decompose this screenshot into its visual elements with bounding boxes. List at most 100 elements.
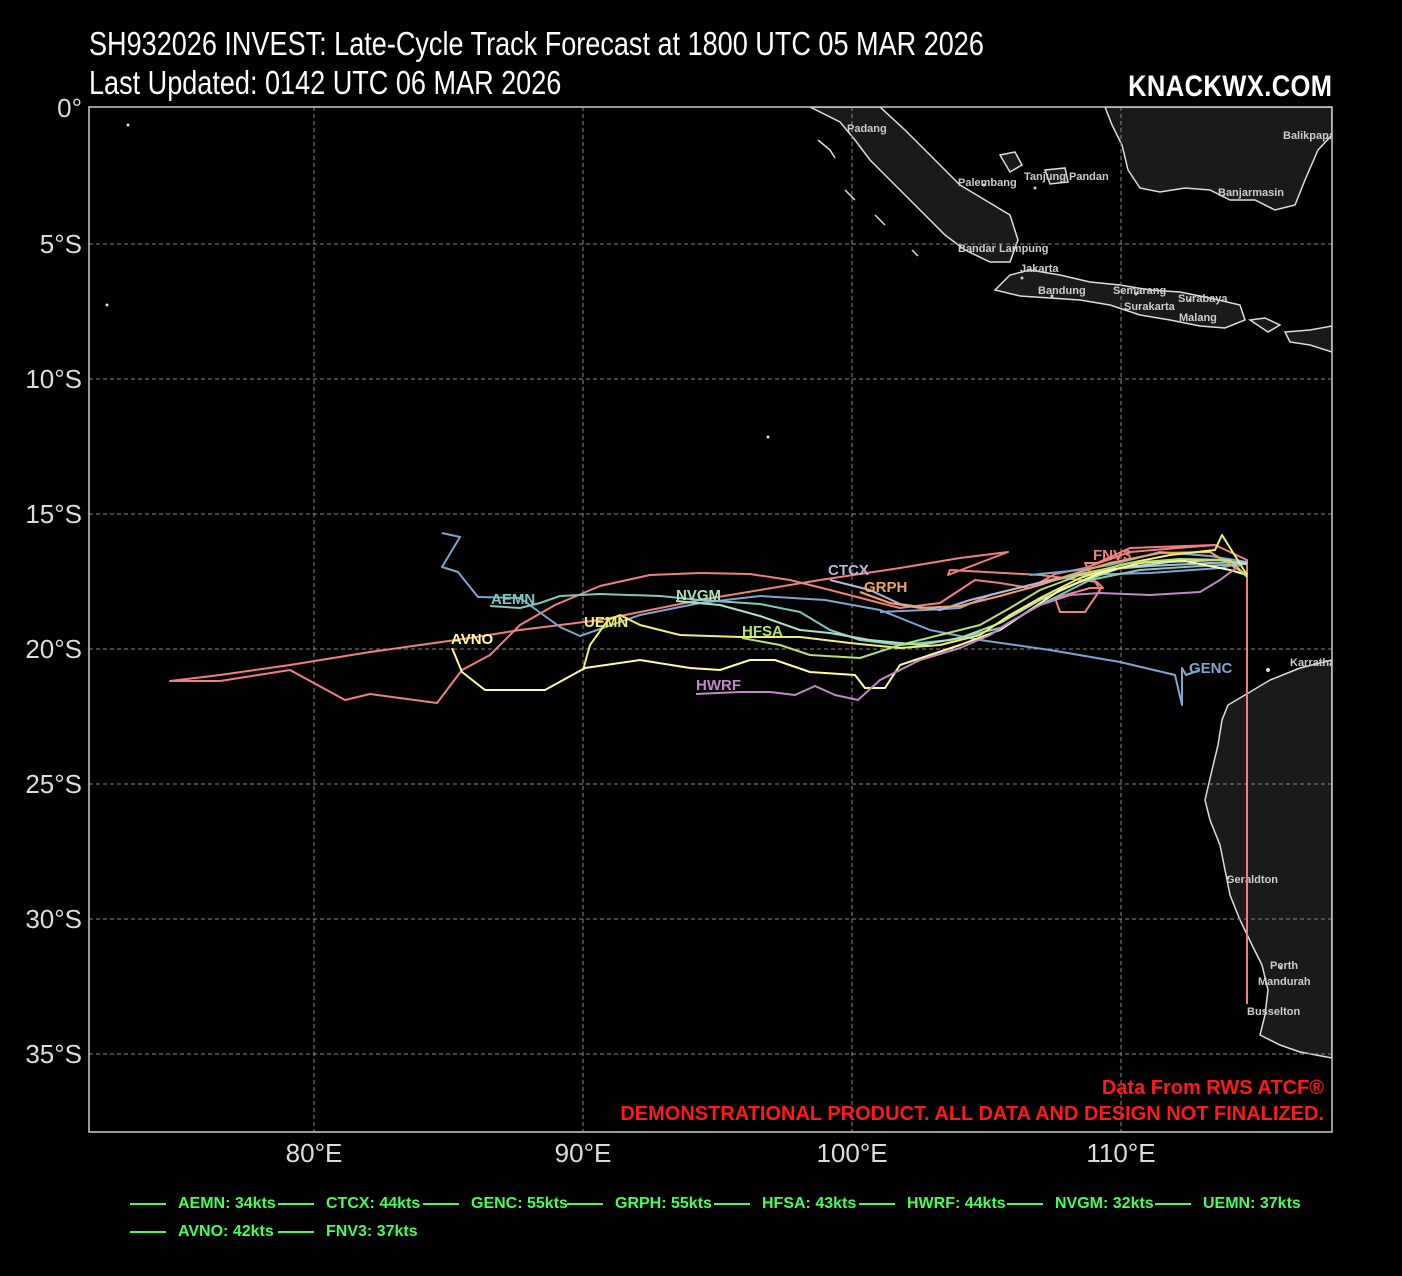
legend-line-icon	[130, 1230, 166, 1233]
lon-label-110e: 110°E	[1086, 1138, 1155, 1168]
land-islet	[126, 123, 130, 127]
legend-label: FNV3: 37kts	[326, 1223, 418, 1240]
label-hwrf: HWRF	[696, 677, 741, 694]
legend-label: GRPH: 55kts	[615, 1195, 712, 1212]
lon-axis-labels: 80°E 90°E 100°E 110°E	[286, 1138, 1156, 1168]
map-frame	[88, 106, 1333, 1133]
lat-axis-labels: 0° 5°S 10°S 15°S 20°S 25°S 30°S 35°S	[25, 93, 82, 1069]
lon-label-80e: 80°E	[286, 1138, 343, 1168]
label-grph: GRPH	[864, 579, 907, 596]
lat-label-0: 0°	[57, 93, 82, 123]
lon-label-100e: 100°E	[816, 1138, 887, 1168]
track-ctcx	[829, 561, 1248, 611]
legend-line-icon	[278, 1230, 314, 1233]
label-hfsa: HFSA	[742, 623, 783, 640]
legend-item-grph: GRPH: 55kts	[567, 1195, 712, 1213]
legend-label: CTCX: 44kts	[326, 1195, 421, 1212]
city-kuching: Kuching	[1115, 55, 1159, 67]
lat-label-20s: 20°S	[25, 634, 82, 664]
legend-item-genc: GENC: 55kts	[423, 1195, 568, 1213]
legend-item-fnv3: FNV3: 37kts	[278, 1223, 418, 1241]
legend-line-icon	[1007, 1202, 1043, 1205]
legend-label: GENC: 55kts	[471, 1195, 568, 1212]
legend-item-aemn: AEMN: 34kts	[130, 1195, 276, 1213]
ocean-area	[89, 107, 1332, 1132]
land-australia	[1204, 659, 1332, 1059]
label-aemn: AEMN	[491, 591, 535, 608]
land-mentawai	[817, 139, 919, 257]
city-jakarta: Jakarta	[1020, 263, 1059, 275]
city-padang: Padang	[847, 123, 887, 135]
track-genc	[441, 532, 1201, 706]
city-tanjung-pandan: Tanjung Pandan	[1024, 171, 1109, 183]
land-java	[993, 269, 1246, 329]
legend-item-hwrf: HWRF: 44kts	[859, 1195, 1006, 1213]
lat-label-30s: 30°S	[25, 904, 82, 934]
label-fnv3: FNV3	[1093, 547, 1131, 564]
land-sumatra	[809, 107, 1019, 263]
city-bandar-lampung: Bandar Lampung	[958, 243, 1048, 255]
land-borneo	[1104, 107, 1332, 211]
last-updated: Last Updated: 0142 UTC 06 MAR 2026	[89, 64, 562, 101]
legend-item-nvgm: NVGM: 32kts	[1007, 1195, 1154, 1213]
land-bali	[1247, 317, 1282, 333]
track-avno	[451, 559, 1248, 691]
track-uemn	[582, 534, 1248, 671]
city-geraldton: Geraldton	[1226, 874, 1278, 886]
legend-label: HWRF: 44kts	[907, 1195, 1006, 1212]
legend-item-uemn: UEMN: 37kts	[1155, 1195, 1301, 1213]
city-surakarta: Surakarta	[1124, 301, 1176, 313]
city-labels: Kuching Singapore Padang Balikpapan Pale…	[847, 55, 1342, 1018]
data-source-note: Data From RWS ATCF®	[1102, 1077, 1324, 1099]
track-genc-east	[879, 551, 1248, 613]
legend-item-hfsa: HFSA: 43kts	[714, 1195, 856, 1213]
legend-line-icon	[423, 1202, 459, 1205]
track-hwrf	[695, 564, 1241, 701]
lat-label-35s: 35°S	[25, 1039, 82, 1069]
track-aemn	[489, 563, 1248, 646]
city-bandung: Bandung	[1038, 285, 1086, 297]
city-perth: Perth	[1270, 960, 1298, 972]
legend-item-ctcx: CTCX: 44kts	[278, 1195, 420, 1213]
track-nvgm	[675, 559, 1248, 646]
city-singapore: Singapore	[937, 62, 991, 74]
legend-line-icon	[130, 1202, 166, 1205]
label-genc: GENC	[1189, 660, 1233, 677]
city-palembang: Palembang	[958, 177, 1017, 189]
disclaimer-note: DEMONSTRATIONAL PRODUCT. ALL DATA AND DE…	[620, 1103, 1324, 1125]
legend-line-icon	[714, 1202, 750, 1205]
legend-line-icon	[859, 1202, 895, 1205]
lat-label-10s: 10°S	[25, 364, 82, 394]
label-uemn: UEMN	[584, 614, 628, 631]
lat-label-25s: 25°S	[25, 769, 82, 799]
land-bangka	[998, 151, 1024, 174]
track-grph	[859, 551, 1248, 609]
model-labels: AEMN CTCX GRPH FNV3 NVGM UEMN AVNO HFSA …	[451, 547, 1233, 694]
lat-label-15s: 15°S	[25, 499, 82, 529]
land-christmas-island	[766, 435, 770, 439]
city-balikpapan: Balikpapan	[1283, 130, 1342, 142]
label-ctcx: CTCX	[828, 562, 869, 579]
chart-title: SH932026 INVEST: Late-Cycle Track Foreca…	[89, 25, 984, 62]
legend-line-icon	[278, 1202, 314, 1205]
city-surabaya: Surabaya	[1178, 293, 1228, 305]
legend-label: HFSA: 43kts	[762, 1195, 857, 1212]
land-islet	[1266, 668, 1270, 672]
city-banjarmasin: Banjarmasin	[1218, 187, 1284, 199]
legend-label: UEMN: 37kts	[1203, 1195, 1301, 1212]
land-islet	[105, 303, 109, 307]
legend-line-icon	[567, 1202, 603, 1205]
label-nvgm: NVGM	[676, 587, 721, 604]
graticule	[89, 107, 1332, 1132]
legend-line-icon	[1155, 1202, 1191, 1205]
legend-label: AVNO: 42kts	[178, 1223, 274, 1240]
label-avno: AVNO	[451, 631, 494, 648]
legend-item-avno: AVNO: 42kts	[130, 1223, 274, 1241]
legend-label: NVGM: 32kts	[1055, 1195, 1154, 1212]
track-hfsa	[741, 558, 1248, 659]
legend-label: AEMN: 34kts	[178, 1195, 276, 1212]
land-belitung	[1043, 167, 1069, 185]
city-malang: Malang	[1179, 312, 1217, 324]
city-busselton: Busselton	[1247, 1006, 1300, 1018]
